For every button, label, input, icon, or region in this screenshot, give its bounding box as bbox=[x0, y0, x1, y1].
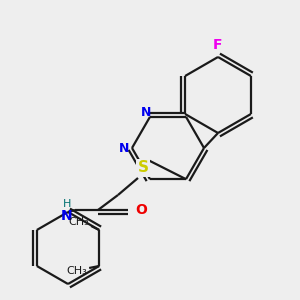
Text: CH₃: CH₃ bbox=[67, 266, 88, 276]
Text: N: N bbox=[141, 106, 151, 119]
Text: CH₃: CH₃ bbox=[69, 217, 90, 227]
Text: O: O bbox=[135, 203, 147, 217]
Text: N: N bbox=[61, 209, 73, 223]
Text: S: S bbox=[137, 160, 148, 175]
Text: H: H bbox=[63, 199, 71, 209]
Text: F: F bbox=[213, 38, 223, 52]
Text: N: N bbox=[119, 142, 129, 154]
